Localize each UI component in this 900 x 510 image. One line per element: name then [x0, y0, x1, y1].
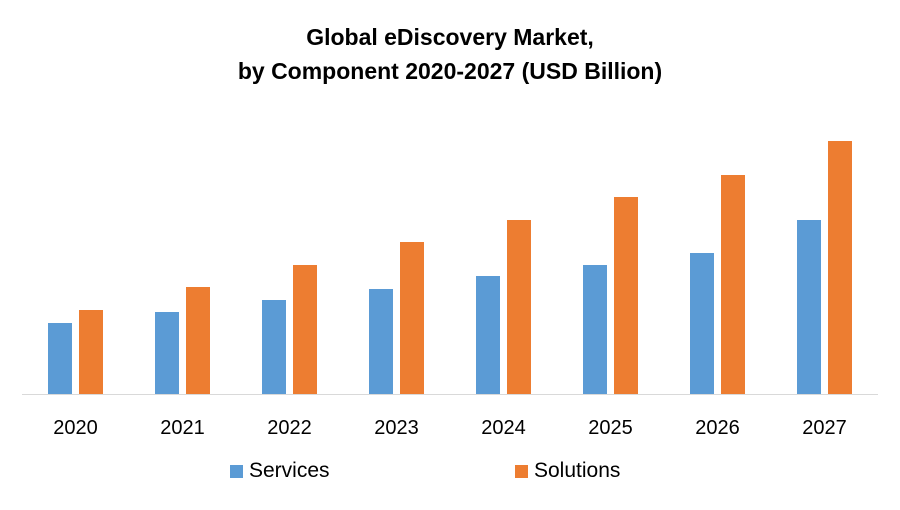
x-tick-label: 2021 [160, 417, 205, 439]
bar-solutions-2023 [400, 242, 424, 394]
x-tick-label: 2020 [53, 417, 98, 439]
bar-solutions-2020 [79, 310, 103, 394]
bar-services-2024 [476, 276, 500, 394]
chart-title-line2: by Component 2020-2027 (USD Billion) [237, 58, 663, 84]
legend-item-solutions: Solutions [515, 459, 620, 483]
legend-label-solutions: Solutions [534, 459, 621, 482]
bar-services-2021 [155, 312, 179, 394]
x-tick-label: 2023 [374, 417, 419, 439]
bar-solutions-2026 [721, 175, 745, 394]
bar-solutions-2021 [186, 287, 210, 394]
bar-solutions-2025 [614, 197, 638, 394]
bar-services-2020 [48, 323, 72, 394]
legend-swatch-solutions [515, 464, 528, 478]
legend-swatch-services [230, 464, 243, 478]
bar-solutions-2024 [507, 220, 531, 394]
chart-title-line1: Global eDiscovery Market, [306, 24, 594, 50]
bar-services-2022 [262, 300, 286, 394]
x-tick-label: 2025 [588, 417, 633, 439]
bar-solutions-2022 [293, 265, 317, 394]
legend-item-services: Services [230, 459, 330, 483]
bar-services-2027 [797, 220, 821, 394]
legend-label-services: Services [249, 459, 330, 482]
x-tick-label: 2026 [695, 417, 740, 439]
bar-solutions-2027 [828, 141, 852, 394]
bar-services-2025 [583, 265, 607, 394]
x-tick-label: 2022 [267, 417, 312, 439]
bar-services-2026 [690, 253, 714, 394]
bar-services-2023 [369, 289, 393, 394]
x-tick-label: 2027 [802, 417, 847, 439]
x-tick-label: 2024 [481, 417, 526, 439]
